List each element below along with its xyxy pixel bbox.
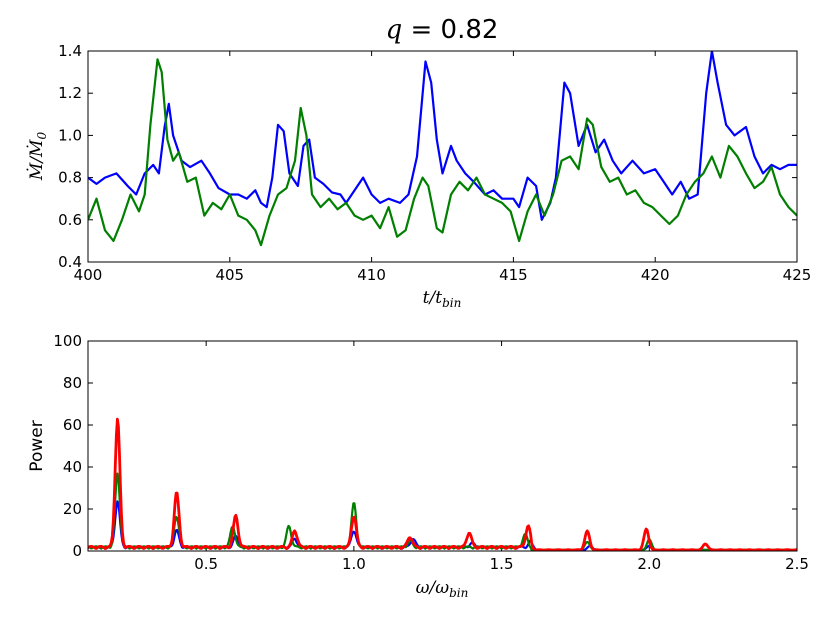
- top-ytick-label: 0.4: [58, 253, 82, 271]
- top-ytick-label: 1.4: [58, 42, 82, 60]
- bottom-ytick-label: 20: [63, 500, 82, 518]
- bottom-ytick-label: 0: [72, 542, 82, 560]
- title-equals: =: [402, 15, 440, 45]
- top-ytick-label: 0.8: [58, 169, 82, 187]
- top-plot: 400 405 410 415 420 425 0.4 0.6 0.8 1.0 1.2 1.4: [58, 42, 811, 284]
- bottom-ylabel: Power: [27, 420, 47, 471]
- bottom-series-line-blue: [88, 500, 797, 551]
- title-value: 0.82: [441, 15, 499, 45]
- bottom-ytick-label: 100: [53, 332, 82, 350]
- chart-title: q = 0.82: [386, 15, 499, 45]
- bottom-series-line-green: [88, 472, 797, 551]
- top-ytick-label: 1.0: [58, 126, 82, 144]
- top-xtick-label: 425: [783, 266, 812, 284]
- bottom-xtick-label: 1.5: [490, 555, 514, 573]
- top-ylabel: Ṁ/Ṁ0: [26, 132, 49, 182]
- top-frame: [87, 50, 798, 263]
- bottom-series-line-red: [88, 417, 797, 551]
- bottom-xtick-label: 2.5: [785, 555, 809, 573]
- top-series-line-blue: [88, 51, 797, 221]
- top-xtick-label: 405: [215, 266, 244, 284]
- bottom-frame: [87, 340, 798, 552]
- bottom-ytick-label: 40: [63, 458, 82, 476]
- top-ytick-label: 1.2: [58, 84, 82, 102]
- bottom-xtick-label: 0.5: [194, 555, 218, 573]
- bottom-xtick-label: 2.0: [637, 555, 661, 573]
- top-xtick-label: 415: [499, 266, 528, 284]
- bottom-xtick-label: 1.0: [342, 555, 366, 573]
- top-xtick-label: 410: [357, 266, 386, 284]
- title-variable: q: [386, 15, 403, 45]
- top-series-line-green: [88, 58, 797, 247]
- bottom-plot: 0.5 1.0 1.5 2.0 2.5 0 20 40 60 80 100: [53, 332, 809, 573]
- top-ytick-label: 0.6: [58, 211, 82, 229]
- bottom-xlabel: ω/ωbin: [416, 578, 469, 600]
- top-xlabel: t/tbin: [423, 288, 462, 310]
- top-xtick-label: 420: [641, 266, 670, 284]
- top-xtick-label: 400: [74, 266, 103, 284]
- bottom-ytick-label: 80: [63, 374, 82, 392]
- bottom-ytick-label: 60: [63, 416, 82, 434]
